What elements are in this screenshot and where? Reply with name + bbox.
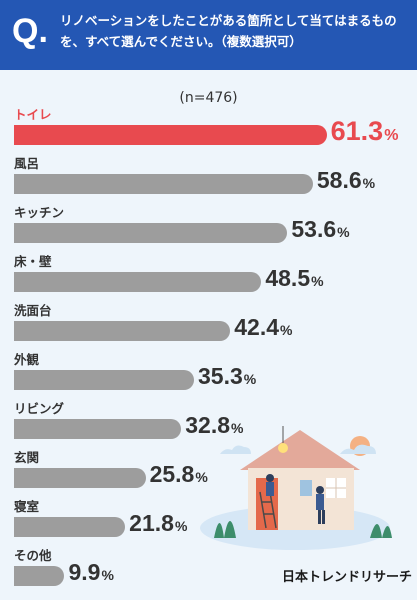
bar	[14, 174, 313, 194]
bar	[14, 272, 262, 292]
category-label: その他	[14, 548, 52, 563]
value-unit: %	[362, 175, 376, 191]
value-unit: %	[280, 322, 293, 338]
bar	[14, 566, 65, 586]
category-label: 寝室	[14, 499, 40, 514]
bar	[14, 223, 288, 243]
category-label: 洗面台	[14, 303, 52, 318]
brand-logo: 日本トレンドリサーチ	[282, 570, 413, 585]
category-label: トイレ	[14, 107, 52, 122]
value-unit: %	[337, 224, 350, 240]
category-label: 床・壁	[14, 254, 52, 269]
value-number: 25.8	[149, 461, 195, 487]
value-label: 58.6%	[317, 166, 375, 198]
bar-row: 玄関 25.8%	[0, 447, 417, 495]
value-number: 42.4	[234, 314, 279, 340]
value-label: 9.9%	[68, 558, 113, 590]
bar-row: 洗面台 42.4%	[0, 300, 417, 348]
value-number: 58.6	[316, 167, 362, 193]
category-label: キッチン	[14, 205, 65, 220]
bar	[14, 321, 231, 341]
value-label: 25.8%	[150, 460, 208, 492]
value-unit: %	[195, 469, 208, 485]
bar-row: その他 9.9%	[0, 545, 417, 593]
bar	[14, 125, 327, 145]
bar	[14, 517, 126, 537]
value-number: 21.8	[129, 510, 174, 536]
value-unit: %	[243, 371, 257, 387]
bar-row: 風呂 58.6%	[0, 153, 417, 201]
category-label: リビング	[14, 401, 65, 416]
value-unit: %	[311, 273, 324, 289]
value-number: 9.9	[68, 559, 101, 585]
value-label: 53.6%	[291, 215, 349, 247]
bar	[14, 468, 146, 488]
question-header: Q. リノベーションをしたことがある箇所として当てはまるものを、すべて選んでくだ…	[0, 0, 417, 70]
question-mark: Q.	[12, 12, 48, 50]
value-unit: %	[101, 567, 114, 583]
question-text: リノベーションをしたことがある箇所として当てはまるものを、すべて選んでください。…	[60, 13, 397, 49]
category-label: 風呂	[14, 156, 40, 171]
renovation-illustration-icon	[200, 426, 392, 550]
bar	[14, 370, 195, 390]
bar-row: 床・壁 48.5%	[0, 251, 417, 299]
value-label: 32.8%	[185, 411, 243, 443]
bar-row: 寝室 21.8%	[0, 496, 417, 544]
bar-row: 外観 35.3%	[0, 349, 417, 397]
value-label: 42.4%	[234, 313, 292, 345]
value-label: 61.3%	[331, 117, 399, 150]
value-number: 32.8	[185, 412, 231, 438]
value-unit: %	[174, 518, 188, 534]
value-unit: %	[231, 420, 244, 436]
value-label: 48.5%	[265, 264, 323, 296]
bar-row: キッチン 53.6%	[0, 202, 417, 250]
value-label: 35.3%	[198, 362, 256, 394]
category-label: 玄関	[14, 450, 40, 465]
value-number: 61.3	[330, 116, 384, 146]
bar-row: リビング 32.8%	[0, 398, 417, 446]
value-number: 53.6	[291, 216, 337, 242]
value-number: 35.3	[198, 363, 243, 389]
value-number: 48.5	[265, 265, 311, 291]
bar	[14, 419, 182, 439]
value-unit: %	[384, 127, 399, 144]
value-label: 21.8%	[129, 509, 187, 541]
category-label: 外観	[14, 352, 40, 367]
sample-size-label: (n=476)	[179, 90, 238, 106]
bar-row: トイレ 61.3%	[0, 104, 417, 152]
